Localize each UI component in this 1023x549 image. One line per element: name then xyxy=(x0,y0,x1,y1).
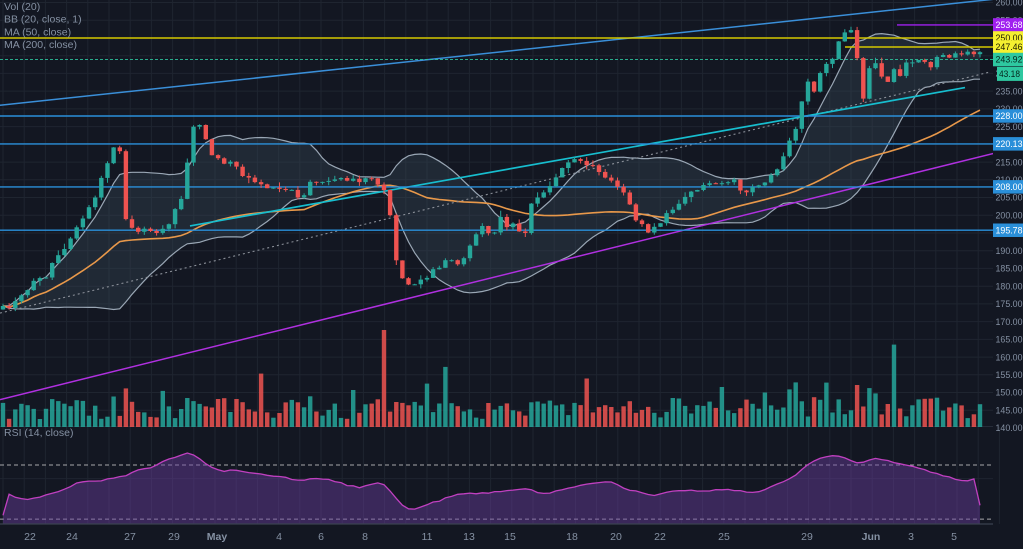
svg-text:24: 24 xyxy=(66,531,78,543)
svg-text:170.00: 170.00 xyxy=(996,317,1023,327)
svg-text:190.00: 190.00 xyxy=(996,246,1023,256)
svg-text:May: May xyxy=(207,531,228,543)
svg-text:BB (20, close, 1): BB (20, close, 1) xyxy=(4,14,82,26)
svg-text:8: 8 xyxy=(362,531,368,543)
svg-text:6: 6 xyxy=(318,531,324,543)
svg-text:4: 4 xyxy=(276,531,282,543)
svg-text:3: 3 xyxy=(908,531,914,543)
svg-text:43.18: 43.18 xyxy=(999,69,1020,79)
svg-text:11: 11 xyxy=(422,531,433,543)
svg-text:220.13: 220.13 xyxy=(996,139,1023,149)
svg-text:160.00: 160.00 xyxy=(996,352,1023,362)
svg-text:225.00: 225.00 xyxy=(996,122,1023,132)
svg-text:228.00: 228.00 xyxy=(996,111,1023,121)
svg-text:22: 22 xyxy=(654,531,666,543)
svg-text:195.78: 195.78 xyxy=(996,225,1023,235)
svg-text:165.00: 165.00 xyxy=(996,335,1023,345)
svg-text:180.00: 180.00 xyxy=(996,281,1023,291)
svg-text:29: 29 xyxy=(801,531,813,543)
svg-text:Jun: Jun xyxy=(862,531,881,543)
svg-text:235.00: 235.00 xyxy=(996,86,1023,96)
svg-text:247.46: 247.46 xyxy=(996,42,1023,52)
svg-text:155.00: 155.00 xyxy=(996,370,1023,380)
svg-text:185.00: 185.00 xyxy=(996,264,1023,274)
svg-text:215.00: 215.00 xyxy=(996,157,1023,167)
svg-text:205.00: 205.00 xyxy=(996,193,1023,203)
svg-text:MA (50, close): MA (50, close) xyxy=(4,26,71,38)
svg-text:18: 18 xyxy=(566,531,578,543)
svg-text:25: 25 xyxy=(718,531,730,543)
svg-text:140.00: 140.00 xyxy=(996,423,1023,433)
svg-text:29: 29 xyxy=(168,531,180,543)
svg-text:22: 22 xyxy=(24,531,36,543)
svg-text:Vol (20): Vol (20) xyxy=(4,1,40,13)
svg-text:MA (200, close): MA (200, close) xyxy=(4,39,77,51)
svg-text:15: 15 xyxy=(504,531,516,543)
svg-text:150.00: 150.00 xyxy=(996,388,1023,398)
svg-text:27: 27 xyxy=(124,531,136,543)
svg-text:243.92: 243.92 xyxy=(996,55,1023,65)
svg-text:253.68: 253.68 xyxy=(996,20,1023,30)
svg-text:200.00: 200.00 xyxy=(996,210,1023,220)
svg-text:208.00: 208.00 xyxy=(996,182,1023,192)
svg-text:5: 5 xyxy=(951,531,957,543)
svg-text:260.00: 260.00 xyxy=(996,0,1023,8)
svg-text:RSI (14, close): RSI (14, close) xyxy=(4,427,73,439)
svg-text:145.00: 145.00 xyxy=(996,406,1023,416)
svg-text:20: 20 xyxy=(610,531,622,543)
svg-text:175.00: 175.00 xyxy=(996,299,1023,309)
svg-text:13: 13 xyxy=(463,531,475,543)
